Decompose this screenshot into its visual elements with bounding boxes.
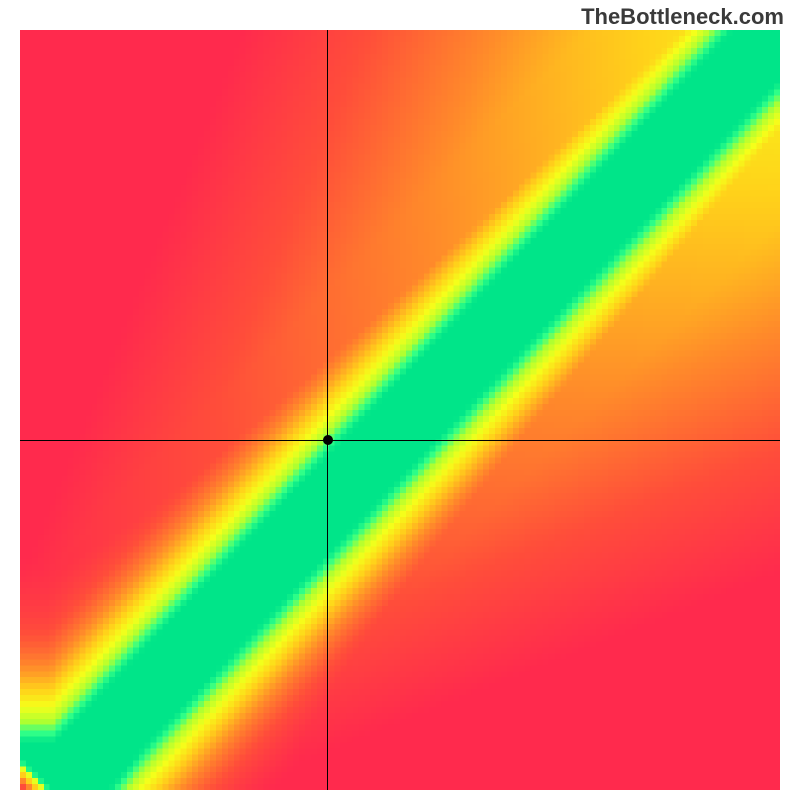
- crosshair-vertical-line: [327, 30, 328, 790]
- crosshair-horizontal-line: [20, 440, 780, 441]
- bottleneck-heatmap: [20, 30, 780, 790]
- chart-container: TheBottleneck.com: [0, 0, 800, 800]
- watermark-text: TheBottleneck.com: [581, 4, 784, 30]
